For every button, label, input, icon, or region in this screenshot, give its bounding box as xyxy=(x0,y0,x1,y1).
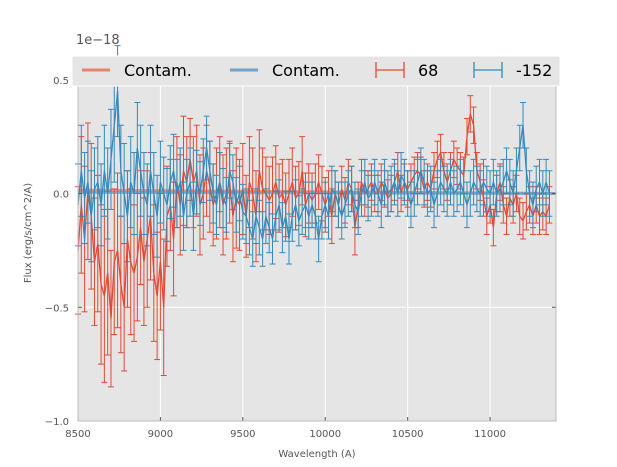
y-offset-label: 1e−18 xyxy=(76,33,120,48)
legend-label: 68 xyxy=(418,61,438,80)
legend-box xyxy=(71,55,561,87)
legend-label: Contam. xyxy=(272,61,340,80)
y-tick-label: −1.0 xyxy=(45,417,69,428)
series-layer xyxy=(75,45,553,388)
legend-label: Contam. xyxy=(124,61,192,80)
series-line xyxy=(77,91,551,240)
x-tick-label: 8500 xyxy=(65,429,90,440)
x-tick-label: 10000 xyxy=(309,429,341,440)
contamination-lines xyxy=(77,188,557,195)
y-axis-label: Flux (erg/s/cm^2/A) xyxy=(23,183,34,283)
y-tick-label: −0.5 xyxy=(45,303,69,314)
x-tick-label: 9500 xyxy=(230,429,255,440)
contamination-line xyxy=(77,190,557,195)
y-tick-label: 0.0 xyxy=(53,190,69,201)
series-line xyxy=(77,113,551,319)
series-152 xyxy=(75,45,553,267)
x-axis-label: Wavelength (A) xyxy=(278,449,355,460)
legend: Contam. Contam. 68 -152 xyxy=(71,55,561,87)
x-tick-label: 9000 xyxy=(148,429,173,440)
y-tick-label: 0.5 xyxy=(53,76,69,87)
x-tick-label: 10500 xyxy=(392,429,424,440)
x-tick-label: 11000 xyxy=(474,429,506,440)
legend-label: -152 xyxy=(516,61,552,80)
